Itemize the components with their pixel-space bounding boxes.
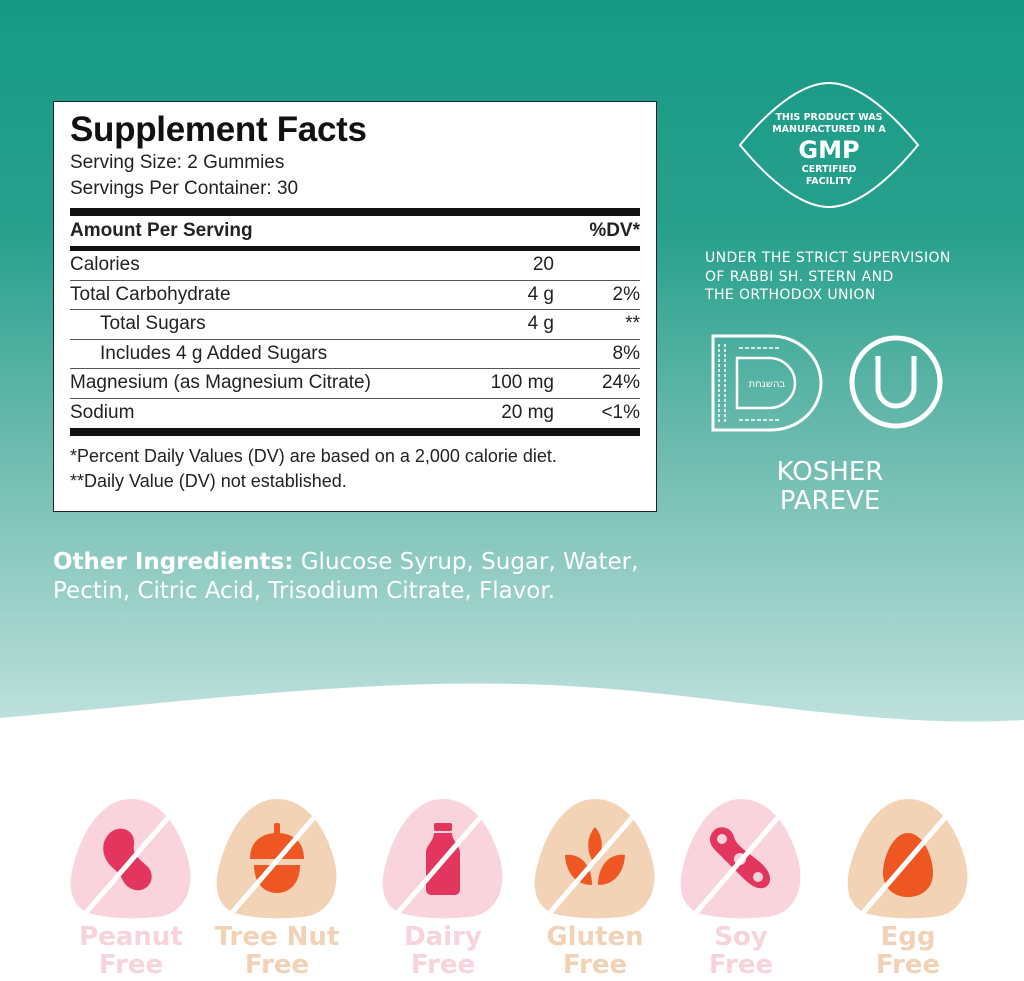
gmp-badge-icon (738, 81, 920, 209)
facts-row: Calories 20 (70, 251, 640, 281)
gmp-line: CERTIFIED (801, 164, 857, 175)
allergen-badge-dairy: Dairy Free (378, 793, 508, 979)
footnotes: *Percent Daily Values (DV) are based on … (70, 444, 640, 494)
allergen-badge-peanut: Peanut Free (66, 793, 196, 979)
facts-row: Total Sugars 4 g ** (70, 310, 640, 340)
allergen-badge-tree-nut: Tree Nut Free (212, 793, 342, 979)
nutrient-dv: 24% (601, 372, 640, 394)
allergen-label: Egg Free (843, 923, 973, 979)
dv-header: %DV* (589, 220, 640, 241)
allergen-label: Soy Free (676, 923, 806, 979)
nutrient-name: Magnesium (as Magnesium Citrate) (70, 372, 371, 394)
nutrient-dv: <1% (601, 402, 640, 424)
nutrient-name: Sodium (70, 402, 135, 424)
acorn-icon (216, 797, 337, 919)
allergen-name: Soy (714, 922, 768, 952)
allergen-free: Free (875, 950, 941, 980)
supervision-text: UNDER THE STRICT SUPERVISION OF RABBI SH… (705, 249, 951, 305)
d-logo-text: בהשגחת (749, 379, 786, 390)
facts-row: Total Carbohydrate 4 g 2% (70, 281, 640, 310)
amount-header: Amount Per Serving (70, 220, 253, 241)
serving-size: Serving Size: 2 Gummies (70, 152, 285, 173)
gmp-title: GMP (798, 136, 860, 164)
facts-row: Magnesium (as Magnesium Citrate) 100 mg 24… (70, 369, 640, 399)
allergen-label: Gluten Free (530, 923, 660, 979)
divider (70, 208, 640, 216)
egg-icon (847, 797, 968, 919)
gmp-badge-text: THIS PRODUCT WAS MANUFACTURED IN A GMP C… (737, 112, 921, 188)
kosher-pareve: KOSHER PAREVE (740, 458, 920, 516)
allergen-name: Peanut (79, 922, 183, 952)
footnote-not-established: **Daily Value (DV) not established. (70, 471, 347, 491)
soybean-icon (680, 797, 801, 919)
nutrient-dv: ** (625, 313, 640, 335)
milk-bottle-icon (382, 797, 503, 919)
nutrient-amount: 4 g (527, 313, 554, 335)
allergen-name: Tree Nut (214, 922, 340, 952)
nutrient-name: Includes 4 g Added Sugars (100, 342, 328, 364)
rabbi-stern-kosher-d-icon: בהשגחת (711, 334, 823, 432)
facts-header: Amount Per Serving %DV* (70, 216, 640, 246)
wave-divider (0, 683, 1024, 770)
allergen-free: Free (410, 950, 476, 980)
allergen-name: Egg (880, 922, 936, 952)
gmp-line: MANUFACTURED IN A (772, 124, 886, 135)
nutrient-amount: 100 mg (490, 372, 554, 394)
allergen-label: Dairy Free (378, 923, 508, 979)
nutrient-amount: 20 mg (501, 402, 554, 424)
ingredients-text: Glucose Syrup, Sugar, Water, Pectin, Cit… (53, 549, 639, 604)
footnote-dv: *Percent Daily Values (DV) are based on … (70, 446, 557, 466)
divider (70, 246, 640, 251)
nutrient-name: Total Sugars (100, 313, 206, 335)
allergen-free: Free (708, 950, 774, 980)
nutrient-amount: 4 g (527, 283, 554, 305)
gmp-line: THIS PRODUCT WAS (775, 112, 883, 123)
facts-row: Sodium 20 mg <1% (70, 399, 640, 429)
allergen-label: Tree Nut Free (212, 923, 342, 979)
nutrient-name: Total Carbohydrate (70, 283, 231, 305)
allergen-free: Free (244, 950, 310, 980)
allergen-badge-soy: Soy Free (676, 793, 806, 979)
gmp-line: FACILITY (805, 176, 853, 187)
nutrient-dv: 2% (612, 283, 640, 305)
allergen-badge-gluten: Gluten Free (530, 793, 660, 979)
peanut-icon (70, 797, 191, 919)
facts-title: Supplement Facts (70, 110, 367, 149)
nutrient-name: Calories (70, 254, 140, 276)
allergen-name: Gluten (546, 922, 644, 952)
servings-per-container: Servings Per Container: 30 (70, 178, 299, 199)
kosher-label: KOSHER (776, 457, 884, 487)
ingredients-label: Other Ingredients: (53, 549, 294, 575)
allergen-badge-egg: Egg Free (843, 793, 973, 979)
other-ingredients: Other Ingredients: Glucose Syrup, Sugar,… (53, 548, 693, 606)
pareve-label: PAREVE (779, 486, 881, 516)
allergen-name: Dairy (404, 922, 482, 952)
allergen-free: Free (98, 950, 164, 980)
supervision-line: THE ORTHODOX UNION (705, 287, 876, 303)
allergen-label: Peanut Free (66, 923, 196, 979)
wheat-icon (534, 797, 655, 919)
facts-row: Includes 4 g Added Sugars 8% (70, 340, 640, 369)
supervision-line: OF RABBI SH. STERN AND (705, 268, 894, 285)
nutrient-amount: 20 (532, 254, 554, 276)
divider (70, 428, 640, 436)
allergen-free: Free (562, 950, 628, 980)
supplement-facts-panel: Supplement Facts Serving Size: 2 Gummies… (53, 101, 657, 512)
nutrient-dv: 8% (612, 342, 640, 364)
orthodox-union-icon (849, 335, 943, 429)
supervision-line: UNDER THE STRICT SUPERVISION (705, 250, 951, 266)
